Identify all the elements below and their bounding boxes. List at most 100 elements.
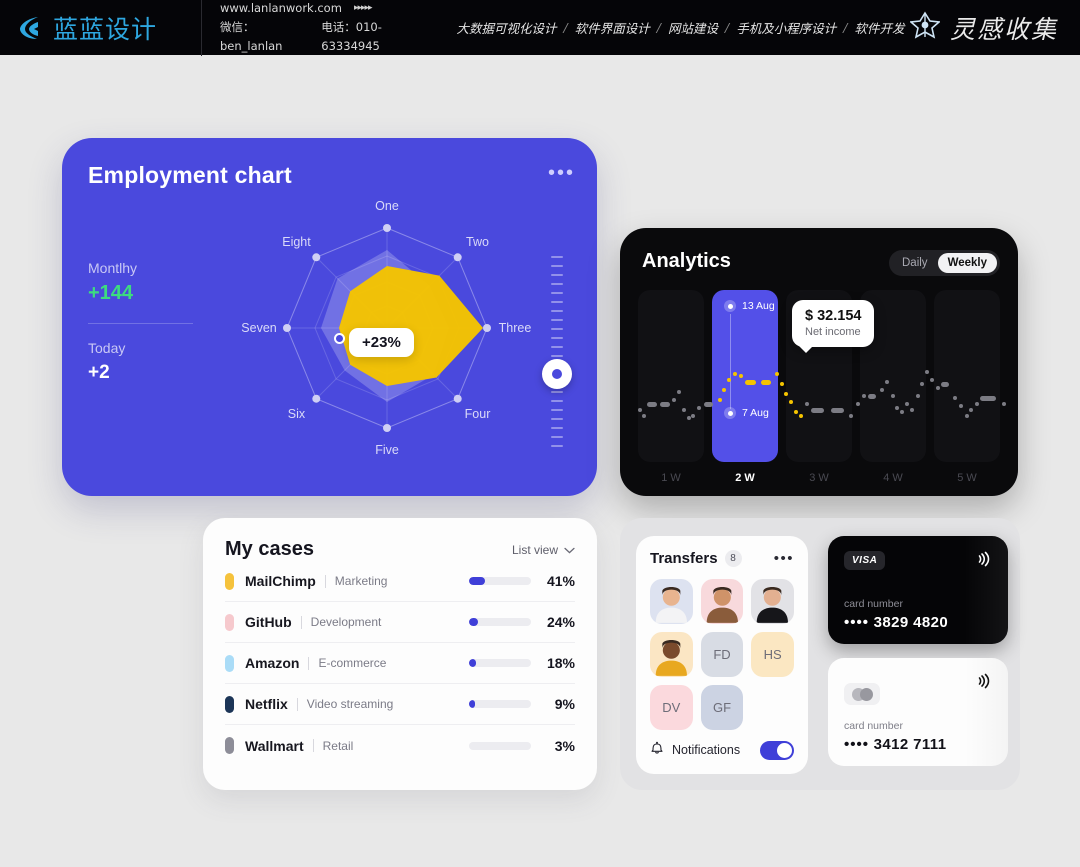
service-separator: / — [725, 20, 730, 35]
date-dot-icon — [724, 300, 736, 312]
table-row[interactable]: MailChimp Marketing 41% — [225, 561, 575, 602]
avatar-initials: DV — [662, 700, 681, 715]
avatar[interactable]: GF — [700, 685, 744, 730]
avatar[interactable] — [700, 579, 744, 624]
slider-tick — [551, 283, 563, 285]
monthly-value: +144 — [88, 282, 134, 304]
banner-service-item[interactable]: 网站建设 — [667, 21, 718, 36]
banner-service-item[interactable]: 软件开发 — [854, 21, 905, 36]
analytics-data-marker — [900, 410, 905, 414]
case-color-swatch — [225, 572, 234, 590]
analytics-data-marker — [717, 398, 722, 402]
toggle-option-weekly[interactable]: Weekly — [937, 253, 997, 273]
date-connector-line — [729, 314, 731, 409]
card-mask: •••• — [844, 614, 870, 631]
analytics-data-marker — [779, 382, 784, 386]
avatar[interactable]: FD — [700, 632, 744, 677]
avatar[interactable] — [650, 632, 693, 677]
case-color-swatch — [225, 695, 234, 713]
case-category: E-commerce — [318, 656, 387, 670]
radar-chart[interactable]: +23% One Two Three Four Five Six Seven Eight — [222, 199, 552, 476]
analytics-data-marker — [861, 394, 866, 398]
notifications-row: Notifications — [650, 740, 794, 760]
banner-service-item[interactable]: 大数据可视化设计 — [456, 21, 557, 36]
analytics-data-marker — [722, 388, 727, 392]
brand-logo[interactable]: 蓝蓝设计 — [16, 10, 191, 46]
avatar-initials: HS — [763, 647, 782, 662]
avatar-photo — [757, 587, 789, 623]
analytics-column-label: 2 W — [735, 472, 755, 484]
transfers-badge: 8 — [724, 550, 742, 567]
analytics-data-marker — [930, 378, 934, 382]
case-category: Development — [310, 615, 382, 629]
more-dots-icon[interactable]: ••• — [773, 549, 794, 567]
analytics-column-2w[interactable] — [712, 290, 778, 462]
analytics-data-marker — [975, 402, 980, 406]
card-digits: 3412 7111 — [873, 736, 947, 753]
table-row[interactable]: Wallmart Retail 3% — [225, 725, 575, 766]
avatar-photo — [655, 640, 687, 676]
case-progress-bar — [469, 577, 531, 585]
banner-service-item[interactable]: 软件界面设计 — [574, 21, 650, 36]
radar-active-point[interactable] — [334, 333, 345, 344]
analytics-plot[interactable]: $ 32.154 Net income 1 W 2 W 3 W 4 W 5 W 13 Au… — [634, 290, 1006, 484]
analytics-column-5w[interactable] — [934, 290, 1000, 462]
analytics-data-marker — [745, 380, 756, 385]
analytics-data-marker — [952, 396, 957, 400]
vertical-slider[interactable] — [535, 256, 579, 486]
slider-knob[interactable] — [542, 359, 572, 389]
table-row[interactable]: GitHub Development 24% — [225, 602, 575, 643]
radar-tooltip: +23% — [349, 328, 414, 357]
mastercard-card[interactable]: card number •••• 3412 7111 — [828, 658, 1008, 766]
avatar[interactable] — [650, 579, 693, 624]
case-name: Amazon — [245, 655, 300, 671]
analytics-data-marker — [774, 372, 779, 376]
avatar-initials: GF — [712, 700, 732, 715]
analytics-data-marker — [686, 416, 691, 420]
banner-service-item[interactable]: 手机及小程序设计 — [736, 21, 837, 36]
banner-brand[interactable]: 灵感收集 — [909, 10, 1058, 46]
today-label: Today — [88, 340, 126, 356]
more-dots-icon[interactable]: ••• — [547, 162, 575, 184]
avatar[interactable]: HS — [751, 632, 794, 677]
notifications-toggle[interactable] — [760, 740, 794, 760]
analytics-data-marker — [980, 396, 996, 401]
contactless-icon — [978, 672, 994, 695]
arrows-icon: ▸▸▸▸▸ — [353, 3, 373, 13]
radar-axis-label-one: One — [375, 199, 399, 213]
banner-website[interactable]: www.lanlanwork.com — [220, 1, 342, 15]
slider-tick — [551, 427, 563, 429]
analytics-data-marker — [704, 402, 713, 407]
brand-logo-text: 蓝蓝设计 — [53, 14, 158, 44]
my-cases-header: My cases List view — [225, 538, 575, 561]
daily-weekly-toggle[interactable]: Daily Weekly — [889, 250, 1000, 276]
slider-tick — [551, 400, 563, 402]
case-category: Marketing — [334, 574, 388, 588]
date-dot-icon — [724, 407, 736, 419]
contactless-icon — [978, 550, 994, 573]
today-value: +2 — [88, 362, 110, 383]
slider-tick — [551, 418, 563, 420]
stats-divider — [88, 323, 193, 324]
monthly-label: Montlhy — [88, 260, 138, 276]
analytics-column-1w[interactable] — [638, 290, 704, 462]
radar-axis-label-four: Four — [464, 407, 491, 422]
analytics-column-label: 3 W — [809, 472, 829, 484]
page-title: Employment chart — [88, 162, 292, 188]
list-view-selector[interactable]: List view — [512, 543, 575, 557]
radar-axis-label-seven: Seven — [241, 321, 277, 335]
table-row[interactable]: Amazon E-commerce 18% — [225, 643, 575, 684]
case-name: Netflix — [245, 696, 288, 712]
avatar[interactable]: DV — [650, 685, 693, 730]
visa-card[interactable]: VISA card number •••• 3829 4820 — [828, 536, 1008, 644]
transfers-title: Transfers — [650, 550, 718, 567]
avatar[interactable] — [751, 579, 794, 624]
analytics-data-marker — [810, 408, 824, 413]
toggle-option-daily[interactable]: Daily — [902, 257, 928, 269]
table-row[interactable]: Netflix Video streaming 9% — [225, 684, 575, 725]
avatar-photo — [655, 587, 687, 623]
analytics-data-marker — [1001, 402, 1006, 406]
case-progress-bar — [469, 618, 531, 626]
slider-tick — [551, 391, 563, 393]
radar-axis-label-eight: Eight — [282, 234, 311, 249]
